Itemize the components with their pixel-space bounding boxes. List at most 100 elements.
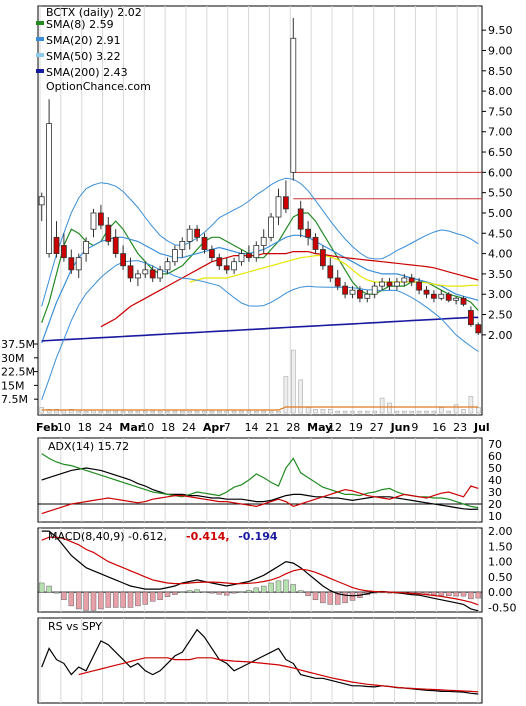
- volume-bar: [202, 410, 207, 414]
- candle-body: [186, 228, 193, 242]
- candle-body: [253, 245, 260, 259]
- x-tick-label: 12: [328, 421, 342, 434]
- y-tick-label: 60: [488, 450, 502, 463]
- macd-histogram-bar: [179, 591, 186, 593]
- x-tick-label: 19: [349, 421, 363, 434]
- x-tick-label: 18: [78, 421, 92, 434]
- macd-histogram-bar: [194, 589, 200, 593]
- macd-histogram-bar: [223, 591, 230, 596]
- adx-line-adx: [41, 467, 479, 511]
- macd-title-part: -0.414,: [186, 530, 230, 543]
- candle-body: [364, 293, 371, 299]
- volume-bar: [98, 410, 104, 414]
- volume-bar: [120, 410, 126, 414]
- macd-histogram-bar: [142, 591, 149, 605]
- volume-bar: [224, 410, 229, 414]
- volume-bar: [194, 410, 200, 414]
- volume-bar: [424, 410, 429, 414]
- chart-title: BCTX (daily) 2.02: [46, 6, 142, 19]
- volume-bar: [254, 410, 259, 414]
- volume-tick-label: 22.5M: [1, 366, 35, 379]
- volume-bar: [290, 349, 296, 414]
- x-tick-label: 28: [286, 421, 300, 434]
- y-tick-label: 8.50: [488, 65, 513, 78]
- volume-bar: [268, 410, 274, 414]
- candle-body: [179, 241, 186, 250]
- candle-body: [297, 208, 304, 230]
- legend-swatch: [36, 37, 44, 41]
- macd-histogram-bar: [283, 579, 289, 593]
- candle-body: [149, 269, 156, 279]
- macd-histogram-bar: [297, 590, 304, 593]
- x-tick-label: 23: [453, 421, 467, 434]
- candle-body: [460, 297, 467, 305]
- macd-histogram-bar: [246, 590, 252, 593]
- macd-histogram-bar: [216, 591, 223, 595]
- legend-swatch: [36, 53, 44, 57]
- macd-histogram-bar: [120, 591, 126, 608]
- y-tick-label: 4.00: [488, 248, 513, 261]
- macd-histogram-bar: [83, 591, 89, 611]
- candle-body: [467, 310, 474, 326]
- volume-bar: [46, 409, 52, 414]
- macd-histogram-bar: [438, 591, 445, 596]
- candle-body: [238, 253, 245, 263]
- macd-histogram-bar: [290, 584, 297, 593]
- volume-bar: [217, 410, 222, 414]
- volume-bar: [143, 410, 148, 414]
- volume-bar: [401, 410, 407, 414]
- y-tick-label: 0.50: [488, 571, 513, 584]
- y-tick-label: 3.50: [488, 268, 513, 281]
- volume-bar: [416, 410, 422, 414]
- x-tick-label: 16: [432, 421, 446, 434]
- candle-body: [312, 236, 319, 250]
- volume-bar: [320, 409, 326, 414]
- legend-swatch: [36, 21, 44, 25]
- candle-body: [282, 196, 289, 210]
- candle-body: [334, 277, 341, 287]
- candle-body: [245, 253, 252, 259]
- y-tick-label: 70: [488, 438, 502, 451]
- volume-bar: [106, 410, 111, 414]
- legend-swatch: [36, 69, 44, 73]
- volume-bar: [76, 410, 81, 414]
- x-tick-label: 14: [245, 421, 259, 434]
- candle-body: [445, 293, 452, 301]
- candle-body: [438, 293, 445, 299]
- volume-bar: [231, 410, 237, 414]
- macd-histogram-bar: [53, 591, 60, 594]
- candle-body: [75, 257, 82, 271]
- candle-body: [164, 261, 171, 271]
- x-tick-label: 27: [370, 421, 384, 434]
- macd-histogram-bar: [320, 591, 326, 604]
- y-tick-label: 5.00: [488, 207, 513, 220]
- y-tick-label: 2.00: [488, 329, 513, 342]
- volume-tick-label: 30M: [1, 352, 25, 365]
- candle-body: [379, 281, 386, 287]
- macd-histogram-bar: [268, 582, 274, 593]
- legend-label: SMA(200) 2.43: [46, 66, 128, 79]
- candle-body: [416, 281, 423, 291]
- macd-histogram-bar: [305, 591, 311, 597]
- x-tick-label: May: [307, 421, 332, 434]
- macd-histogram-bar: [342, 591, 348, 604]
- macd-histogram-bar: [149, 591, 156, 602]
- volume-bar: [172, 410, 178, 414]
- legend-label: SMA(50) 3.22: [46, 50, 121, 63]
- y-tick-label: 1.00: [488, 556, 513, 569]
- volume-bar: [327, 409, 333, 414]
- y-tick-label: 9.00: [488, 44, 513, 57]
- candle-body: [38, 196, 45, 206]
- volume-bar: [69, 409, 74, 414]
- lower-band-line: [41, 260, 479, 400]
- volume-bar: [409, 410, 415, 414]
- candle-body: [290, 37, 297, 173]
- candle-body: [134, 273, 141, 279]
- macd-histogram-bar: [468, 591, 474, 600]
- volume-tick-label: 15M: [1, 379, 25, 392]
- volume-bar: [372, 410, 378, 414]
- y-tick-label: 20: [488, 498, 502, 511]
- sma50-line: [189, 255, 479, 287]
- candle-body: [275, 196, 282, 218]
